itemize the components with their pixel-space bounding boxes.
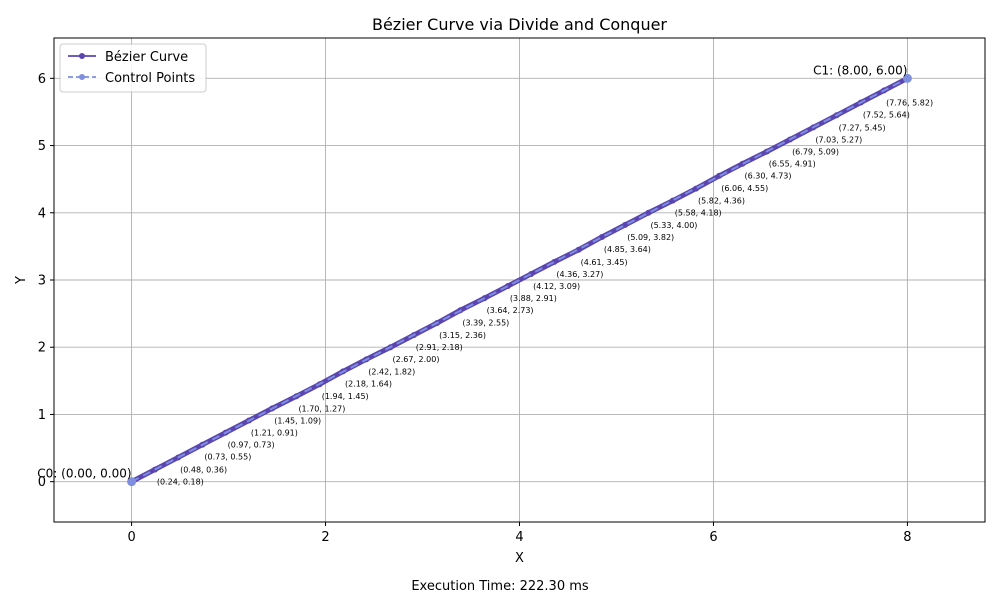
y-tick-label: 3 <box>38 274 46 289</box>
point-coordinate-label: (0.24, 0.18) <box>157 478 204 487</box>
legend-bezier-label: Bézier Curve <box>105 50 188 65</box>
bezier-curve-point <box>575 246 582 253</box>
point-coordinate-label: (3.88, 2.91) <box>510 294 557 303</box>
point-coordinate-label: (3.15, 2.36) <box>439 331 486 340</box>
x-tick-label: 0 <box>127 530 135 545</box>
point-coordinate-label: (4.36, 3.27) <box>556 270 603 279</box>
x-tick-label: 2 <box>321 530 329 545</box>
point-coordinate-label: (4.61, 3.45) <box>581 258 628 267</box>
axis-ticks: 0 2 4 6 8 0 1 2 3 4 5 6 <box>38 72 912 545</box>
point-coordinate-label: (7.27, 5.45) <box>839 123 886 132</box>
point-coordinate-label: (7.52, 5.64) <box>863 111 910 120</box>
point-coordinate-label: (4.85, 3.64) <box>604 245 651 254</box>
x-tick-label: 6 <box>709 530 717 545</box>
point-coordinate-label: (5.82, 4.36) <box>698 197 745 206</box>
point-coordinate-label: (7.03, 5.27) <box>815 135 862 144</box>
y-tick-label: 4 <box>38 206 46 221</box>
point-coordinate-label: (5.09, 3.82) <box>627 233 674 242</box>
legend-control-marker <box>79 74 85 80</box>
y-tick-label: 1 <box>38 408 46 423</box>
series-layer <box>127 73 912 487</box>
point-coordinate-label: (2.18, 1.64) <box>345 379 392 388</box>
point-labels: (0.24, 0.18) (0.48, 0.36) (0.73, 0.55) (0.9… <box>37 63 933 486</box>
point-coordinate-label: (1.45, 1.09) <box>274 416 321 425</box>
control-point-label: C1: (8.00, 6.00) <box>813 63 907 77</box>
control-point-marker <box>127 477 137 487</box>
chart-title: Bézier Curve via Divide and Conquer <box>372 15 667 34</box>
point-coordinate-label: (3.64, 2.73) <box>487 306 534 315</box>
point-coordinate-label: (0.73, 0.55) <box>204 453 251 462</box>
legend-bezier-marker <box>79 53 85 59</box>
point-coordinate-label: (4.12, 3.09) <box>533 282 580 291</box>
point-coordinate-label: (1.94, 1.45) <box>322 392 369 401</box>
y-axis-label: Y <box>14 276 29 285</box>
control-point-label: C0: (0.00, 0.00) <box>37 467 131 481</box>
legend-control-label: Control Points <box>105 71 195 86</box>
point-coordinate-label: (6.30, 4.73) <box>745 172 792 181</box>
point-coordinate-label: (6.79, 5.09) <box>792 148 839 157</box>
point-coordinate-label: (3.39, 2.55) <box>462 318 509 327</box>
point-coordinate-label: (6.06, 4.55) <box>721 184 768 193</box>
bezier-curve-point <box>622 221 629 228</box>
point-coordinate-label: (2.91, 2.18) <box>416 343 463 352</box>
y-tick-label: 2 <box>38 341 46 356</box>
point-coordinate-label: (1.70, 1.27) <box>298 404 345 413</box>
bezier-curve-point <box>598 233 605 240</box>
point-coordinate-label: (7.76, 5.82) <box>886 98 933 107</box>
point-coordinate-label: (6.55, 4.91) <box>769 160 816 169</box>
execution-time: Execution Time: 222.30 ms <box>411 579 589 594</box>
point-coordinate-label: (1.21, 0.91) <box>251 428 298 437</box>
y-tick-label: 6 <box>38 72 46 87</box>
y-tick-label: 0 <box>38 475 46 490</box>
point-coordinate-label: (0.48, 0.36) <box>180 465 227 474</box>
point-coordinate-label: (5.33, 4.00) <box>650 221 697 230</box>
point-coordinate-label: (2.67, 2.00) <box>393 355 440 364</box>
control-polygon-line <box>131 77 908 483</box>
bezier-curve-point <box>645 209 652 216</box>
y-tick-label: 5 <box>38 139 46 154</box>
point-coordinate-label: (5.58, 4.18) <box>675 209 722 218</box>
point-coordinate-label: (2.42, 1.82) <box>368 367 415 376</box>
x-tick-label: 4 <box>515 530 523 545</box>
legend: Bézier Curve Control Points <box>59 43 207 93</box>
x-axis-label: X <box>515 551 524 566</box>
legend-box <box>59 43 207 93</box>
point-coordinate-label: (0.97, 0.73) <box>228 441 275 450</box>
control-point-marker <box>902 73 912 83</box>
x-tick-label: 8 <box>903 530 911 545</box>
